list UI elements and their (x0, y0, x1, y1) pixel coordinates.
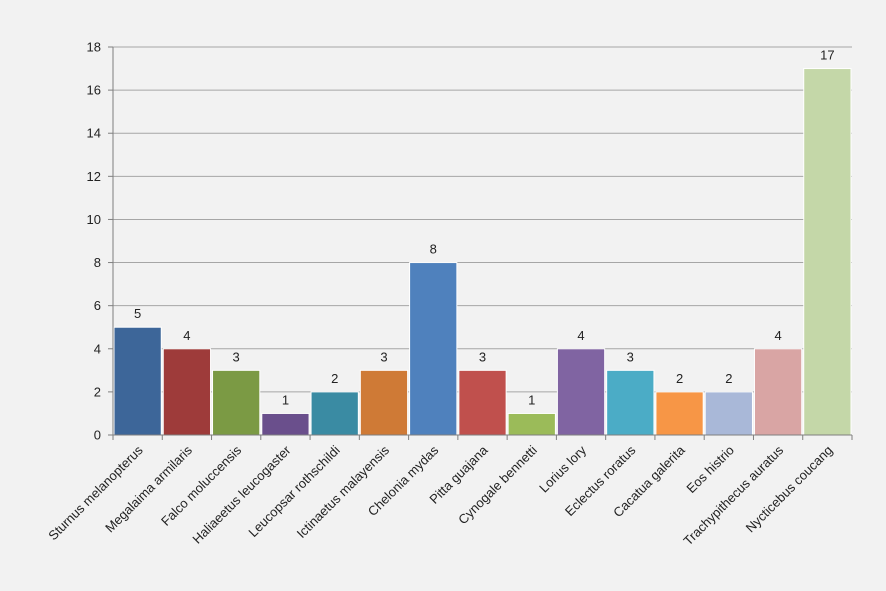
data-label: 17 (820, 48, 834, 63)
bars (113, 68, 852, 436)
data-label: 2 (725, 371, 732, 386)
x-category-label: Ictinaetus malayensis (294, 442, 393, 541)
data-label: 2 (676, 371, 683, 386)
data-label: 4 (183, 328, 190, 343)
x-category-label: Sturnus melanopterus (45, 442, 146, 543)
y-tick-label: 2 (94, 384, 101, 399)
y-tick-label: 10 (87, 212, 101, 227)
y-tick-label: 16 (87, 83, 101, 98)
bar-lorius-lory (556, 348, 606, 436)
data-label: 3 (233, 349, 240, 364)
bar-eos-histrio (704, 391, 753, 436)
x-category-label: Megalaima armilaris (102, 442, 195, 535)
bar-megalaima-armilaris (162, 348, 212, 436)
y-tick-label: 14 (87, 126, 101, 141)
x-category-label: Haliaeetus leucogaster (189, 442, 294, 547)
bar-ictinaetus-malayensis (359, 369, 409, 436)
y-tick-label: 18 (87, 40, 101, 55)
bar-eclectus-roratus (606, 369, 655, 436)
data-label: 3 (380, 349, 387, 364)
data-label: 4 (577, 328, 584, 343)
data-label: 2 (331, 371, 338, 386)
x-category-label: Leucopsar rothschildi (245, 442, 343, 540)
data-label: 3 (479, 349, 486, 364)
bar-nycticebus-coucang (803, 68, 852, 436)
x-category-label: Trachypithecus auratus (680, 442, 786, 548)
data-label: 5 (134, 306, 141, 321)
data-label: 3 (627, 349, 634, 364)
bar-pitta-guajana (458, 369, 507, 436)
bar-haliaeetus-leucogaster (261, 412, 310, 436)
data-label: 8 (430, 242, 437, 257)
data-label: 1 (282, 392, 289, 407)
bar-sturnus-melanopterus (113, 326, 162, 436)
data-label: 4 (774, 328, 781, 343)
data-labels: 5 4 3 1 2 3 8 3 1 4 3 2 2 4 17 (134, 48, 835, 408)
axes (112, 47, 853, 440)
y-tick-label: 0 (94, 428, 101, 443)
y-tick-label: 6 (94, 298, 101, 313)
bar-cacatua-galerita (655, 391, 704, 436)
y-tick-label: 12 (87, 169, 101, 184)
y-axis-ticks: 0 2 4 6 8 10 12 14 16 18 (87, 40, 113, 443)
y-tick-label: 8 (94, 255, 101, 270)
bar-cynogale-bennetti (507, 412, 556, 436)
x-category-label: Nycticebus coucang (743, 443, 836, 536)
data-label: 1 (528, 392, 535, 407)
bar-chelonia-mydas (409, 262, 458, 436)
y-tick-label: 4 (94, 341, 101, 356)
bar-leucopsar-rothschildi (310, 391, 359, 436)
bar-trachypithecus-auratus (753, 348, 803, 436)
gridlines (113, 46, 852, 393)
bar-falco-moluccensis (212, 369, 261, 436)
